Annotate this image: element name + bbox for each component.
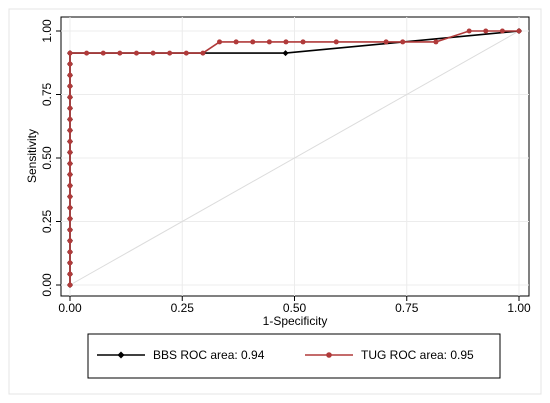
data-point-tug-5 xyxy=(67,227,73,233)
data-point-tug-0 xyxy=(67,282,73,288)
legend-item-tug: TUG ROC area: 0.95 xyxy=(305,348,474,362)
data-point-tug-19 xyxy=(67,72,73,78)
data-point-tug-8 xyxy=(67,194,73,200)
data-point-tug-25 xyxy=(133,50,139,56)
y-tick-label-4: 1.00 xyxy=(40,19,54,43)
data-point-tug-28 xyxy=(183,50,189,56)
reference-diagonal-line xyxy=(69,30,520,286)
data-point-tug-6 xyxy=(67,216,73,222)
y-tick-label-3: 0.75 xyxy=(40,82,54,106)
y-axis-label: Sensitivity xyxy=(25,129,39,183)
data-point-tug-26 xyxy=(150,50,156,56)
series-tug xyxy=(67,28,522,288)
data-point-tug-15 xyxy=(67,116,73,122)
y-tick-label-0: 0.00 xyxy=(40,273,54,297)
data-point-tug-38 xyxy=(400,39,406,45)
legend-marker-tug xyxy=(326,352,332,358)
data-point-tug-18 xyxy=(67,83,73,89)
legend-item-bbs: BBS ROC area: 0.94 xyxy=(97,348,265,362)
data-point-tug-14 xyxy=(67,127,73,133)
data-point-tug-34 xyxy=(283,39,289,45)
data-point-tug-39 xyxy=(433,39,439,45)
data-point-tug-41 xyxy=(483,28,489,34)
data-point-tug-32 xyxy=(250,39,256,45)
data-point-tug-43 xyxy=(516,28,522,34)
data-point-tug-40 xyxy=(466,28,472,34)
x-tick-label-1: 0.25 xyxy=(171,301,195,315)
data-point-tug-11 xyxy=(67,161,73,167)
data-point-tug-7 xyxy=(67,205,73,211)
data-point-tug-27 xyxy=(167,50,173,56)
data-point-tug-35 xyxy=(300,39,306,45)
data-point-tug-30 xyxy=(217,39,223,45)
data-point-tug-42 xyxy=(499,28,505,34)
series-layer xyxy=(67,28,522,288)
y-tick-label-2: 0.50 xyxy=(40,146,54,170)
x-tick-label-0: 0.00 xyxy=(58,301,82,315)
legend: BBS ROC area: 0.94 TUG ROC area: 0.95 xyxy=(87,333,501,379)
data-point-tug-1 xyxy=(67,271,73,277)
data-point-tug-17 xyxy=(67,94,73,100)
data-point-tug-33 xyxy=(266,39,272,45)
data-point-tug-22 xyxy=(84,50,90,56)
legend-label-tug: TUG ROC area: 0.95 xyxy=(361,348,474,362)
x-tick-label-2: 0.50 xyxy=(283,301,307,315)
data-point-tug-9 xyxy=(67,183,73,189)
data-point-tug-3 xyxy=(67,249,73,255)
data-point-tug-4 xyxy=(67,238,73,244)
data-point-tug-20 xyxy=(67,61,73,67)
data-point-tug-13 xyxy=(67,138,73,144)
data-point-bbs-22 xyxy=(282,50,289,57)
data-point-tug-2 xyxy=(67,260,73,266)
legend-box xyxy=(87,333,501,379)
x-tick-label-3: 0.75 xyxy=(395,301,419,315)
x-axis-ticks: 0.00 0.25 0.50 0.75 1.00 xyxy=(58,296,531,315)
data-point-tug-37 xyxy=(383,39,389,45)
data-point-tug-16 xyxy=(67,105,73,111)
data-point-tug-29 xyxy=(200,50,206,56)
data-point-tug-36 xyxy=(333,39,339,45)
data-point-tug-23 xyxy=(100,50,106,56)
y-axis-ticks: 0.00 0.25 0.50 0.75 1.00 xyxy=(40,19,61,297)
x-axis-label: 1-Specificity xyxy=(263,314,328,328)
data-point-tug-31 xyxy=(233,39,239,45)
legend-marker-bbs xyxy=(117,351,125,359)
legend-label-bbs: BBS ROC area: 0.94 xyxy=(153,348,265,362)
data-point-tug-24 xyxy=(117,50,123,56)
data-point-tug-21 xyxy=(67,50,73,56)
x-tick-label-4: 1.00 xyxy=(507,301,531,315)
data-point-tug-10 xyxy=(67,172,73,178)
y-tick-label-1: 0.25 xyxy=(40,209,54,233)
data-point-tug-12 xyxy=(67,149,73,155)
